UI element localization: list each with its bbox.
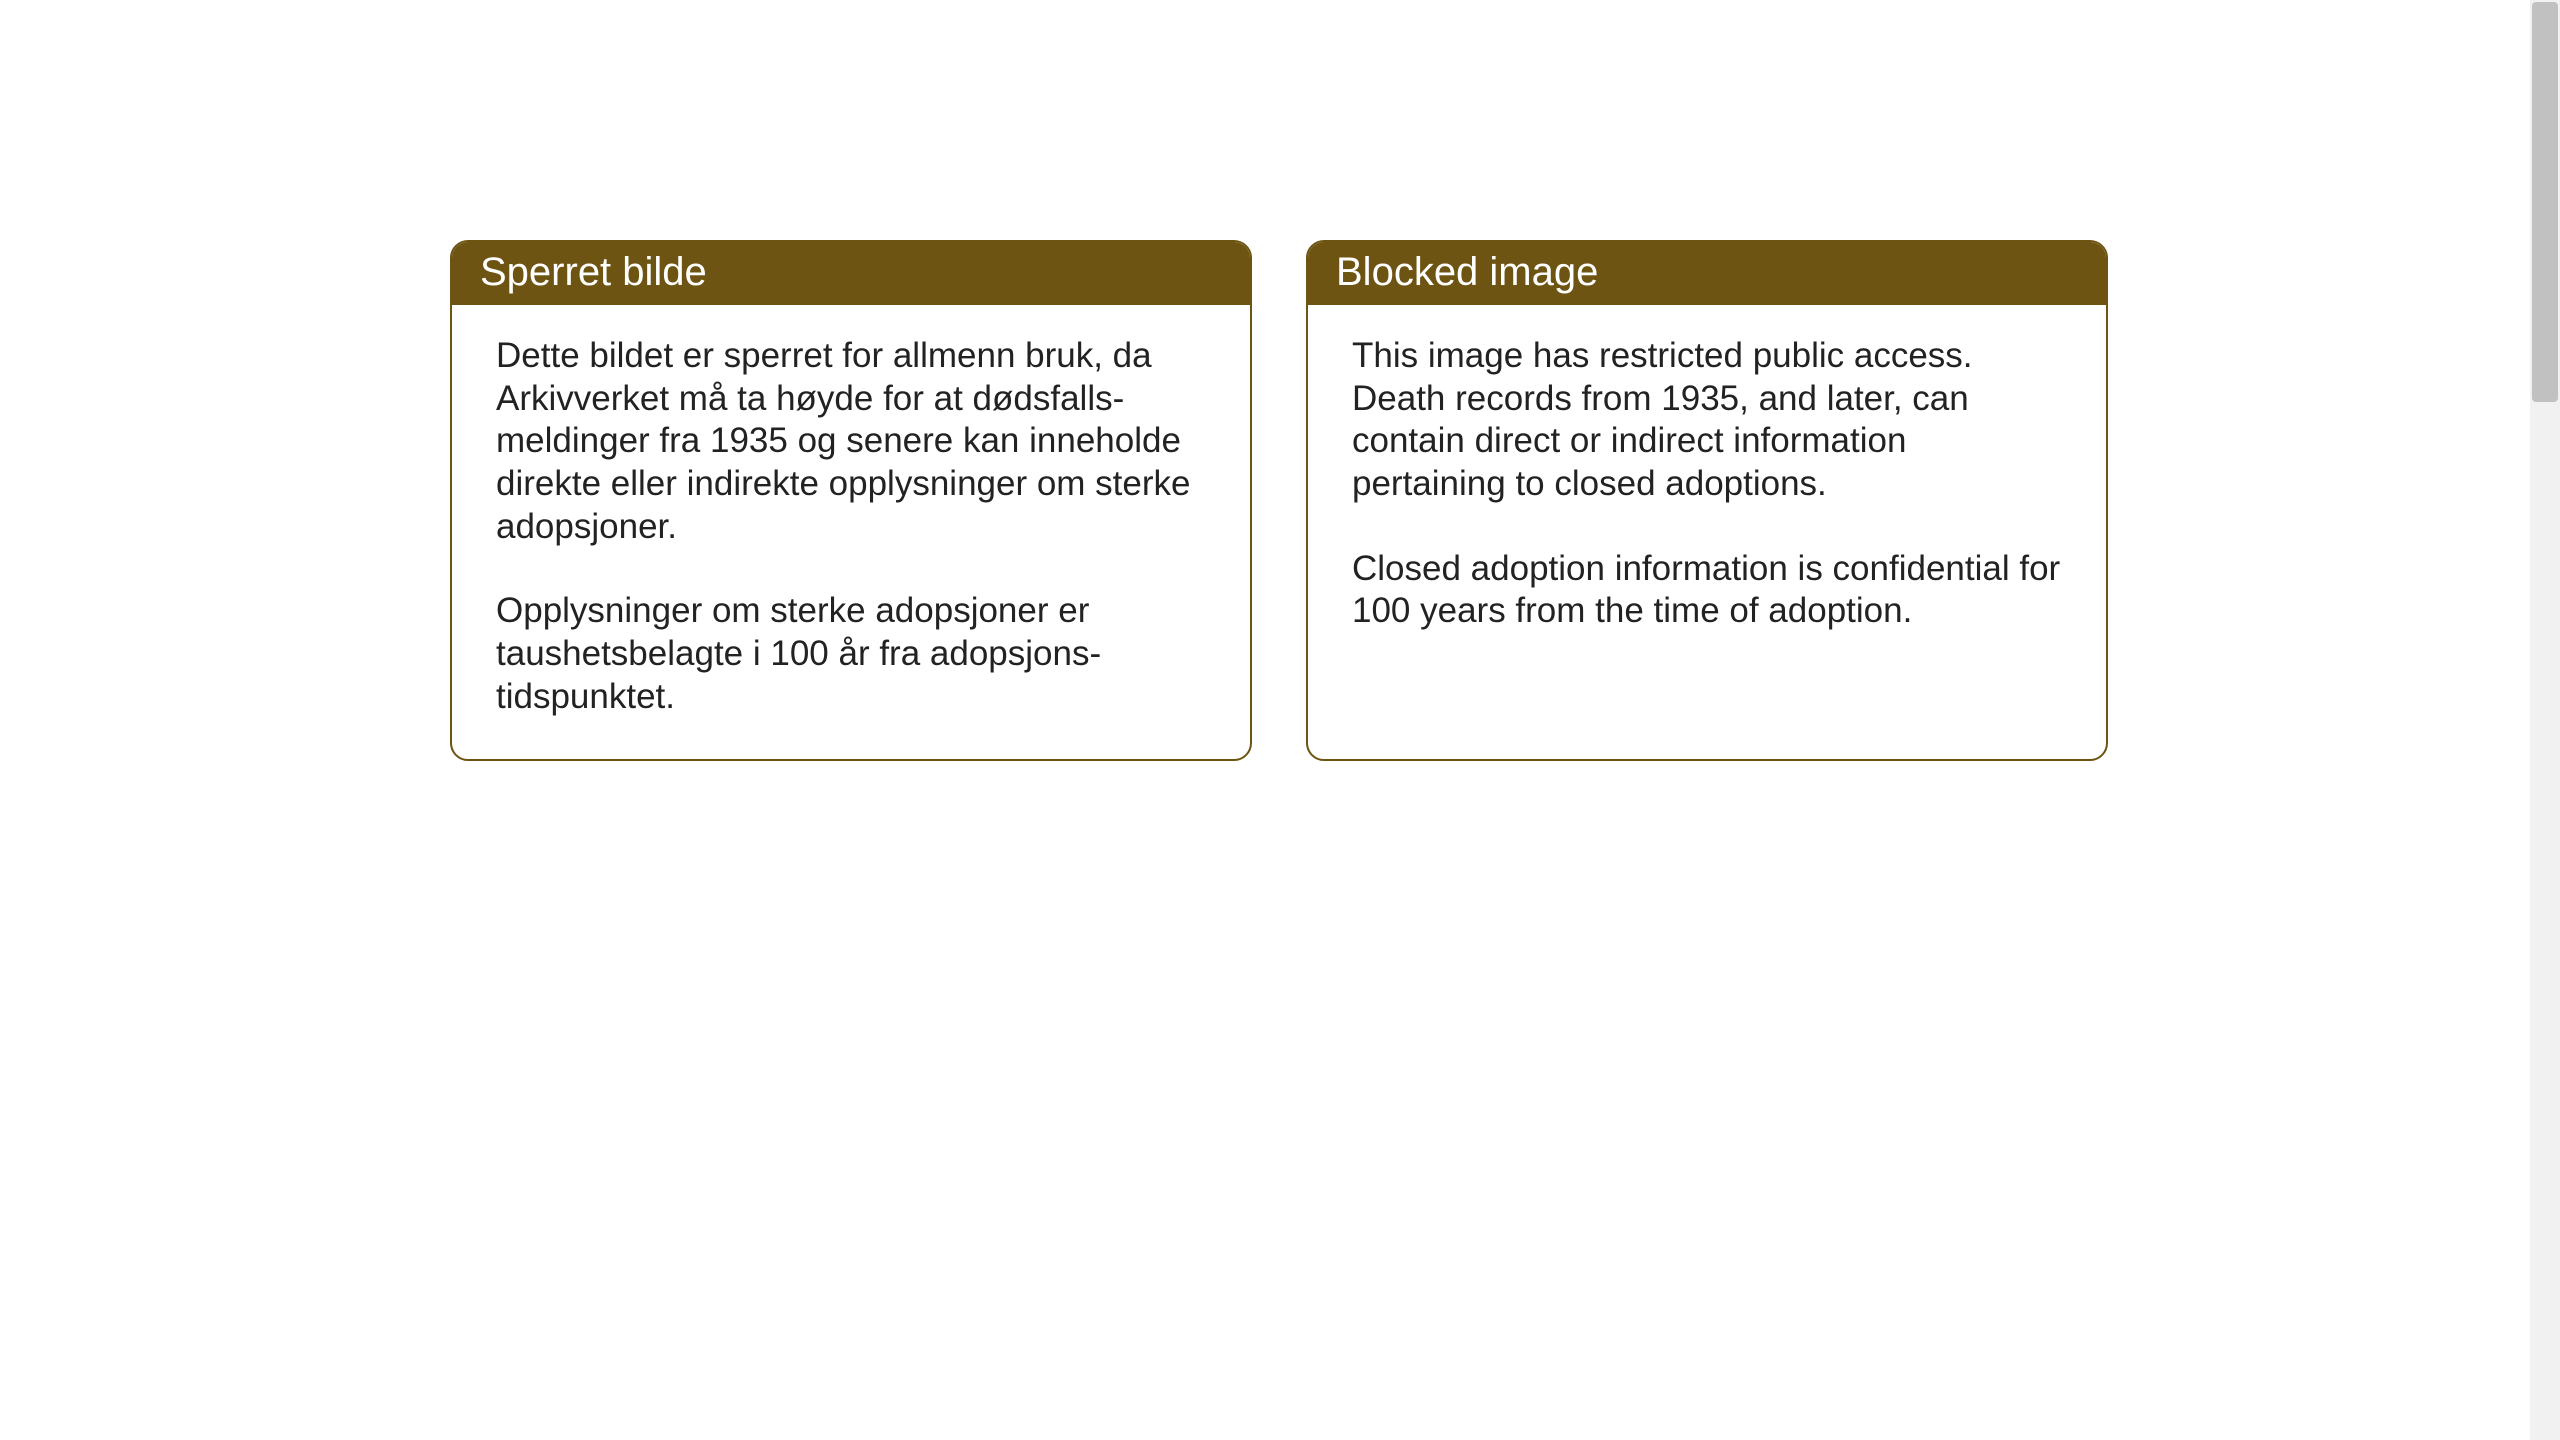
scrollbar-track[interactable] xyxy=(2530,0,2560,1440)
card-body-english: This image has restricted public access.… xyxy=(1308,305,2106,673)
card-body-norwegian: Dette bildet er sperret for allmenn bruk… xyxy=(452,305,1250,759)
card-title: Blocked image xyxy=(1336,250,1598,294)
notice-card-english: Blocked image This image has restricted … xyxy=(1306,240,2108,761)
card-title: Sperret bilde xyxy=(480,250,707,294)
card-paragraph-2: Closed adoption information is confident… xyxy=(1352,548,2062,633)
card-header-norwegian: Sperret bilde xyxy=(452,242,1250,305)
card-header-english: Blocked image xyxy=(1308,242,2106,305)
notice-card-norwegian: Sperret bilde Dette bildet er sperret fo… xyxy=(450,240,1252,761)
card-paragraph-1: This image has restricted public access.… xyxy=(1352,335,2062,506)
scrollbar-thumb[interactable] xyxy=(2532,2,2558,402)
card-paragraph-2: Opplysninger om sterke adopsjoner er tau… xyxy=(496,590,1206,718)
card-paragraph-1: Dette bildet er sperret for allmenn bruk… xyxy=(496,335,1206,548)
notice-cards-container: Sperret bilde Dette bildet er sperret fo… xyxy=(450,240,2108,761)
